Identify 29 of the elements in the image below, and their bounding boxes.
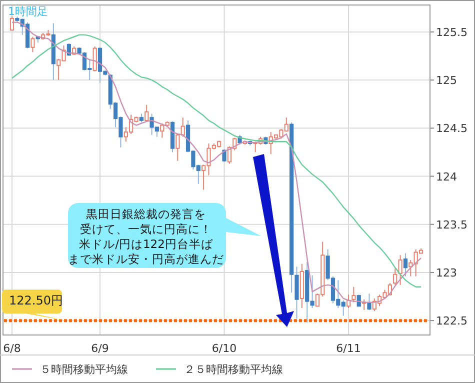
legend-label: ２５時間移動平均線 <box>184 363 283 376</box>
annotation: まで米ドル安・円高が進んだ <box>68 252 224 266</box>
y-tick-label: 124 <box>436 170 457 184</box>
y-tick-label: 125 <box>436 74 457 88</box>
candlestick <box>10 16 14 31</box>
ref-line-label: 122.50円 <box>9 294 63 308</box>
candlestick <box>367 293 372 310</box>
candlestick <box>144 104 149 122</box>
candlestick <box>227 146 232 164</box>
candlestick <box>92 46 97 72</box>
y-tick-label: 123.5 <box>436 218 468 232</box>
candlestick <box>393 268 398 286</box>
annotation: 受けて、一気に円高に！ <box>80 222 212 236</box>
candlestick <box>403 252 408 277</box>
x-tick-label: 6/9 <box>91 342 109 355</box>
candlestick <box>398 254 402 286</box>
x-tick-label: 6/11 <box>336 342 361 355</box>
y-tick-label: 122.5 <box>436 314 468 328</box>
annotation: 米ドル/円は122円台半ば <box>79 237 214 251</box>
chart-title: 1時間足 <box>8 5 48 18</box>
y-tick-label: 123 <box>436 266 457 280</box>
x-tick-label: 6/10 <box>212 342 237 355</box>
y-tick-label: 125.5 <box>436 26 468 39</box>
x-tick-label: 6/8 <box>3 342 21 355</box>
annotation: 黒田日銀総裁の発言を <box>86 207 206 221</box>
y-tick-label: 124.5 <box>436 122 468 136</box>
legend-label: ５時間移動平均線 <box>40 363 128 376</box>
candlestick <box>30 36 35 53</box>
candlestick <box>352 286 356 303</box>
